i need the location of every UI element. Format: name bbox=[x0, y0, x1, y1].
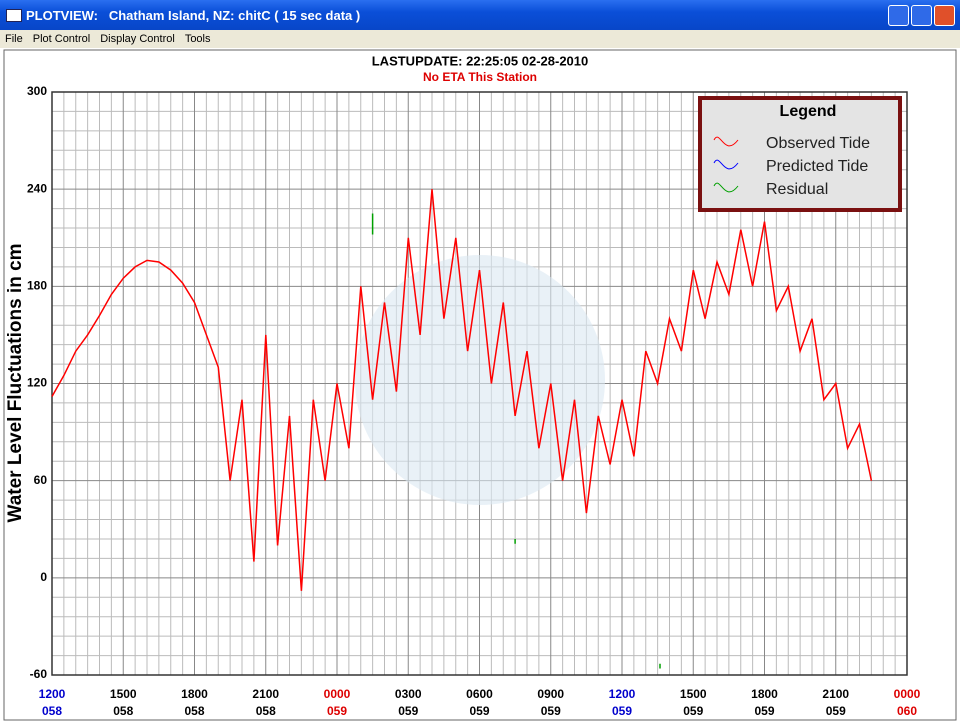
title-bar: PLOTVIEW: Chatham Island, NZ: chitC ( 15… bbox=[0, 0, 960, 30]
x-tick-day: 059 bbox=[469, 704, 489, 718]
x-tick-label: 1500 bbox=[110, 687, 137, 701]
menu-bar: File Plot Control Display Control Tools bbox=[0, 30, 960, 48]
watermark bbox=[355, 255, 605, 505]
plot-frame bbox=[51, 91, 908, 676]
legend-swatch bbox=[713, 159, 739, 170]
x-tick-day: 059 bbox=[754, 704, 774, 718]
x-tick-label: 1800 bbox=[751, 687, 778, 701]
x-tick-day: 059 bbox=[541, 704, 561, 718]
x-tick-day: 059 bbox=[398, 704, 418, 718]
x-tick-day: 059 bbox=[826, 704, 846, 718]
x-tick-day: 058 bbox=[256, 704, 276, 718]
x-tick-day: 059 bbox=[327, 704, 347, 718]
x-tick-label: 0300 bbox=[395, 687, 422, 701]
close-button[interactable] bbox=[934, 5, 955, 26]
legend-label: Observed Tide bbox=[766, 135, 870, 152]
y-tick-label: 300 bbox=[27, 84, 47, 98]
x-tick-label: 0600 bbox=[466, 687, 493, 701]
minimize-button[interactable] bbox=[888, 5, 909, 26]
x-tick-label: 0900 bbox=[537, 687, 564, 701]
app-icon bbox=[6, 9, 22, 22]
x-tick-label: 0000 bbox=[324, 687, 351, 701]
x-tick-label: 2100 bbox=[822, 687, 849, 701]
menu-item[interactable]: Plot Control bbox=[32, 33, 91, 45]
x-tick-day: 060 bbox=[897, 704, 917, 718]
y-tick-label: 180 bbox=[27, 279, 47, 293]
menu-item[interactable]: Tools bbox=[184, 33, 211, 45]
menu-item[interactable]: File bbox=[5, 33, 23, 45]
legend-label: Residual bbox=[766, 181, 828, 198]
y-tick-label: 60 bbox=[34, 473, 48, 487]
y-tick-label: -60 bbox=[30, 667, 48, 681]
chart-subtitle: No ETA This Station bbox=[423, 70, 537, 84]
x-tick-day: 058 bbox=[184, 704, 204, 718]
legend-label: Predicted Tide bbox=[766, 158, 868, 175]
window-title: PLOTVIEW: Chatham Island, NZ: chitC ( 15… bbox=[26, 8, 361, 23]
y-tick-label: 240 bbox=[27, 181, 47, 195]
x-tick-day: 058 bbox=[113, 704, 133, 718]
x-tick-label: 1200 bbox=[609, 687, 636, 701]
x-tick-day: 058 bbox=[42, 704, 62, 718]
series-line bbox=[51, 189, 873, 591]
y-tick-label: 120 bbox=[27, 376, 47, 390]
x-tick-day: 059 bbox=[612, 704, 632, 718]
y-axis-label: Water Level Fluctuations in cm bbox=[5, 243, 26, 522]
legend-swatch bbox=[713, 136, 739, 147]
legend-swatch bbox=[713, 182, 739, 193]
x-tick-label: 1800 bbox=[181, 687, 208, 701]
maximize-button[interactable] bbox=[911, 5, 932, 26]
legend-title: Legend bbox=[780, 103, 837, 120]
chart: LASTUPDATE: 22:25:05 02-28-2010 No ETA T… bbox=[3, 49, 957, 721]
legend-box bbox=[698, 96, 902, 212]
x-tick-label: 1500 bbox=[680, 687, 707, 701]
x-tick-day: 059 bbox=[683, 704, 703, 718]
chart-title: LASTUPDATE: 22:25:05 02-28-2010 bbox=[372, 53, 589, 68]
window-frame bbox=[3, 49, 957, 721]
x-tick-label: 1200 bbox=[39, 687, 66, 701]
menu-item[interactable]: Display Control bbox=[100, 33, 175, 45]
y-tick-label: 0 bbox=[40, 570, 47, 584]
x-tick-label: 2100 bbox=[252, 687, 279, 701]
series-line bbox=[371, 213, 661, 669]
x-tick-label: 0000 bbox=[894, 687, 921, 701]
